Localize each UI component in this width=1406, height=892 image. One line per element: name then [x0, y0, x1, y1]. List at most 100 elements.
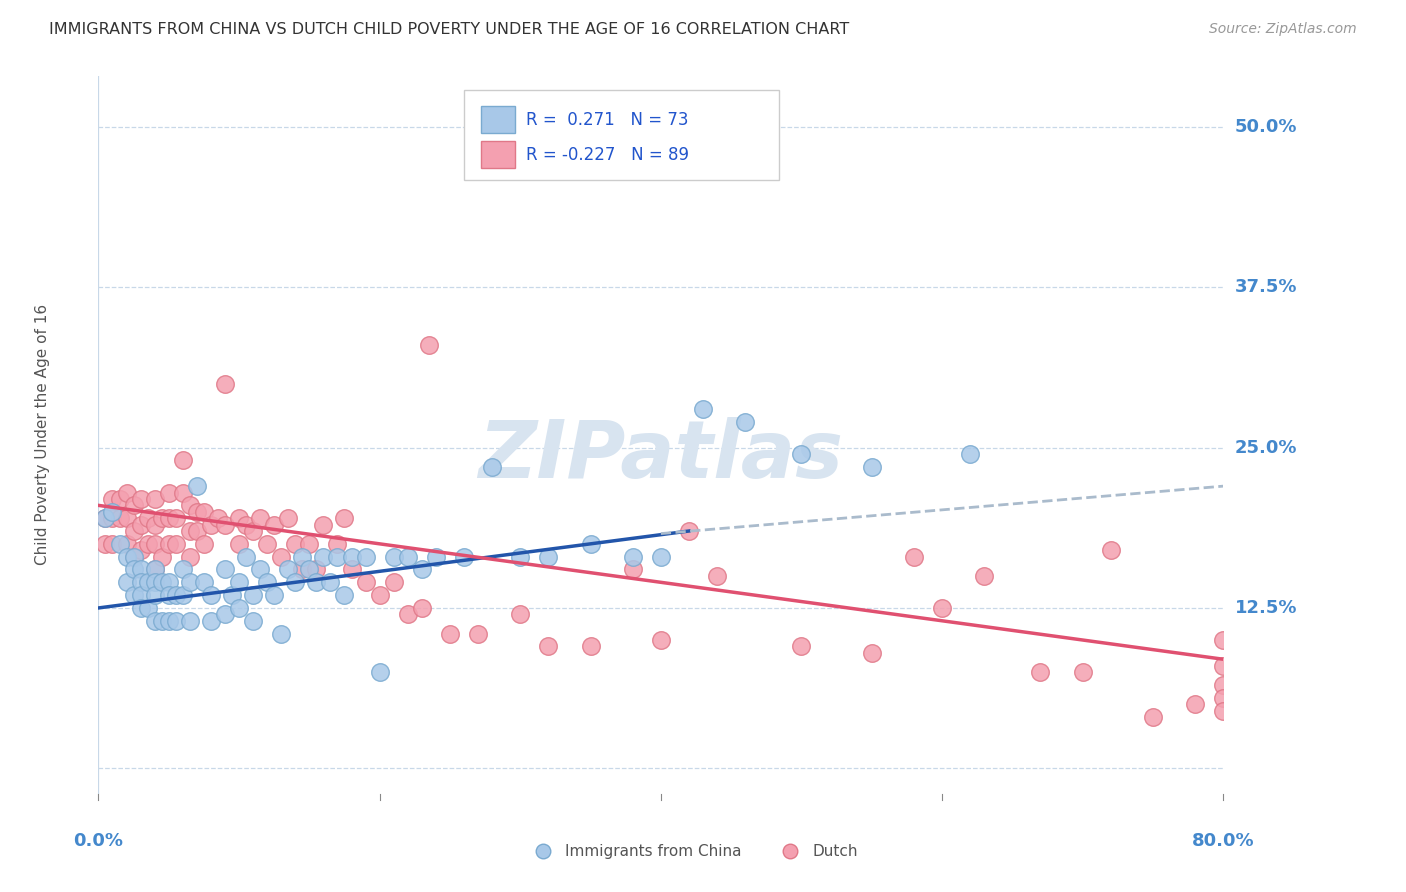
Point	[228, 601, 250, 615]
Point	[305, 575, 328, 590]
Point	[1099, 543, 1122, 558]
Point	[143, 614, 166, 628]
Point	[214, 376, 236, 391]
Point	[179, 524, 201, 538]
Point	[650, 633, 672, 648]
Point	[467, 626, 489, 640]
Point	[115, 537, 138, 551]
Point	[312, 517, 335, 532]
Point	[157, 575, 180, 590]
Point	[143, 517, 166, 532]
Point	[860, 646, 883, 660]
Point	[228, 537, 250, 551]
Point	[129, 588, 152, 602]
Point	[136, 537, 159, 551]
Point	[270, 549, 292, 564]
Point	[312, 549, 335, 564]
Point	[291, 549, 314, 564]
Point	[242, 524, 264, 538]
Point	[228, 511, 250, 525]
Point	[326, 537, 349, 551]
Point	[291, 562, 314, 576]
Text: IMMIGRANTS FROM CHINA VS DUTCH CHILD POVERTY UNDER THE AGE OF 16 CORRELATION CHA: IMMIGRANTS FROM CHINA VS DUTCH CHILD POV…	[49, 22, 849, 37]
Point	[1212, 704, 1234, 718]
Point	[425, 549, 447, 564]
Point	[298, 562, 321, 576]
Point	[129, 601, 152, 615]
Point	[101, 537, 124, 551]
Point	[643, 863, 665, 878]
Point	[284, 575, 307, 590]
Point	[537, 640, 560, 654]
Text: 50.0%: 50.0%	[1234, 118, 1296, 136]
Point	[186, 479, 208, 493]
Point	[270, 626, 292, 640]
Point	[157, 537, 180, 551]
Point	[157, 614, 180, 628]
Point	[207, 511, 229, 525]
FancyBboxPatch shape	[481, 106, 515, 133]
Point	[621, 562, 644, 576]
Point	[172, 562, 194, 576]
Point	[179, 575, 201, 590]
Point	[382, 575, 405, 590]
Point	[621, 549, 644, 564]
Text: R =  0.271   N = 73: R = 0.271 N = 73	[526, 111, 689, 128]
Point	[1212, 658, 1234, 673]
Point	[411, 601, 433, 615]
Point	[242, 588, 264, 602]
Point	[94, 511, 117, 525]
Point	[122, 562, 145, 576]
Point	[298, 537, 321, 551]
Point	[411, 562, 433, 576]
Point	[200, 517, 222, 532]
Point	[228, 575, 250, 590]
Point	[277, 511, 299, 525]
Point	[439, 626, 461, 640]
Point	[326, 549, 349, 564]
Point	[129, 491, 152, 506]
Point	[333, 511, 356, 525]
Point	[481, 459, 503, 474]
Point	[860, 459, 883, 474]
Point	[94, 537, 117, 551]
Point	[579, 640, 602, 654]
Text: Child Poverty Under the Age of 16: Child Poverty Under the Age of 16	[35, 304, 49, 566]
Point	[1212, 678, 1234, 692]
Point	[186, 524, 208, 538]
Point	[122, 499, 145, 513]
Point	[931, 601, 953, 615]
Point	[122, 588, 145, 602]
Point	[650, 549, 672, 564]
Point	[136, 511, 159, 525]
Point	[396, 549, 419, 564]
Point	[179, 614, 201, 628]
Point	[214, 562, 236, 576]
Text: Immigrants from China: Immigrants from China	[565, 844, 742, 859]
Point	[129, 543, 152, 558]
Point	[959, 447, 981, 461]
Point	[214, 607, 236, 622]
Point	[790, 640, 813, 654]
Point	[193, 575, 215, 590]
FancyBboxPatch shape	[481, 141, 515, 169]
Point	[453, 549, 475, 564]
Point	[1212, 690, 1234, 705]
Point	[1029, 665, 1052, 679]
Point	[396, 607, 419, 622]
Point	[186, 505, 208, 519]
Point	[790, 447, 813, 461]
Point	[952, 863, 974, 878]
Point	[115, 511, 138, 525]
Point	[115, 485, 138, 500]
Point	[242, 614, 264, 628]
Point	[101, 491, 124, 506]
Point	[143, 491, 166, 506]
Point	[277, 562, 299, 576]
Point	[333, 588, 356, 602]
Text: R = -0.227   N = 89: R = -0.227 N = 89	[526, 145, 689, 164]
Point	[354, 549, 377, 564]
Point	[143, 537, 166, 551]
Point	[903, 549, 925, 564]
Point	[340, 562, 363, 576]
